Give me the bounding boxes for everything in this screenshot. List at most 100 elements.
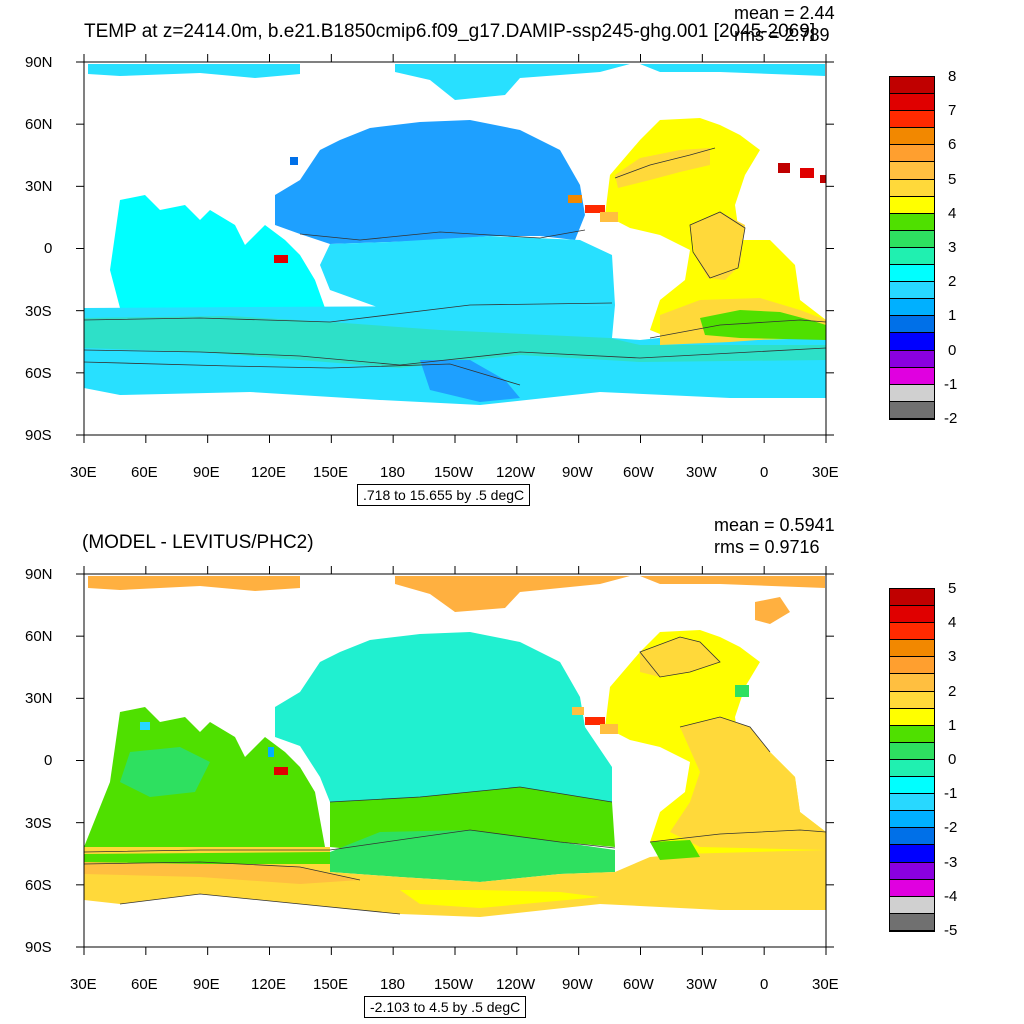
colorbar-label: -3 <box>944 853 958 871</box>
colorbar-swatch <box>890 162 934 180</box>
colorbar-label: 0 <box>948 751 957 768</box>
bottom-lon-label: 60W <box>623 976 654 993</box>
bottom-lat-label: 30S <box>25 815 52 832</box>
colorbar-swatch <box>890 282 934 300</box>
colorbar-swatch <box>890 725 934 743</box>
top-lat-label: 0 <box>44 240 53 257</box>
top-lon-label: 150E <box>313 464 349 481</box>
colorbar-swatch <box>890 589 934 607</box>
top-lon-label: 0 <box>760 464 769 481</box>
colorbar-label: 2 <box>948 682 957 700</box>
top-lon-label: 120E <box>251 464 287 481</box>
colorbar-swatch <box>890 896 934 914</box>
bottom-axis-ticks <box>76 566 834 955</box>
bottom-lon-label: 150E <box>313 976 349 993</box>
colorbar-swatch <box>890 384 934 402</box>
colorbar-swatch <box>890 759 934 778</box>
colorbar-label: 3 <box>948 648 957 666</box>
top-lat-label: 30S <box>25 303 52 320</box>
bottom-arctic <box>88 576 300 591</box>
top-mean: mean = 2.44 <box>734 3 835 23</box>
bottom-lon-label: 90W <box>562 976 593 993</box>
colorbar-swatch <box>890 230 934 248</box>
bottom-contours <box>83 636 827 915</box>
top-lon-label: 60W <box>623 464 654 481</box>
colorbar-swatch <box>890 879 934 897</box>
colorbar-swatch <box>890 299 934 317</box>
colorbar-label: -1 <box>944 785 958 803</box>
colorbar-swatch <box>890 828 934 846</box>
top-rms: rms = 2.789 <box>734 25 830 45</box>
colorbar-label: -4 <box>944 887 958 905</box>
colorbar-label: 2 <box>948 273 957 291</box>
top-lat-label: 90N <box>25 54 53 71</box>
colorbar-swatch <box>890 367 934 385</box>
top-lon-label: 60E <box>131 464 158 481</box>
colorbar-swatch <box>890 265 934 283</box>
bottom-lon-label: 180 <box>380 976 406 993</box>
colorbar-swatch <box>890 777 934 795</box>
bottom-colorbar-labels: 5 4 3 2 1 0 -1 -2 -3 -4 -5 <box>944 580 988 939</box>
bottom-lat-label: 30N <box>25 690 53 707</box>
colorbar-label: 6 <box>948 136 957 154</box>
bottom-lat-label: 0 <box>44 752 53 769</box>
colorbar-label: 8 <box>948 68 957 85</box>
top-lat-label: 30N <box>25 178 53 195</box>
bottom-indian-ocean <box>84 707 325 847</box>
top-colorbar-labels: 8 7 6 5 4 3 2 1 0 -1 -2 <box>944 68 988 427</box>
top-panel: TEMP at z=2414.0m, b.e21.B1850cmip6.f09_… <box>25 3 988 506</box>
bottom-lat-label: 60S <box>25 877 52 894</box>
top-pacific <box>275 120 585 244</box>
colorbar-swatch <box>890 657 934 675</box>
top-lon-label: 180 <box>380 464 406 481</box>
top-lon-label: 120W <box>496 464 536 481</box>
top-contours <box>83 147 827 386</box>
colorbar-swatch <box>890 623 934 641</box>
bottom-lon-label: 0 <box>760 976 769 993</box>
colorbar-label: -2 <box>944 819 958 837</box>
top-lat-label: 60S <box>25 365 52 382</box>
top-lon-label: 90W <box>562 464 593 481</box>
bottom-lon-label: 60E <box>131 976 158 993</box>
colorbar-swatch <box>890 94 934 112</box>
colorbar-label: 0 <box>948 341 957 359</box>
bottom-title: (MODEL - LEVITUS/PHC2) <box>82 532 314 553</box>
colorbar-label: 5 <box>948 170 957 188</box>
bottom-ocean-fields <box>84 576 826 917</box>
colorbar-label: 4 <box>948 204 957 222</box>
colorbar-label: 5 <box>948 580 957 597</box>
colorbar-swatch <box>890 606 934 624</box>
colorbar-swatch <box>890 316 934 334</box>
colorbar-label: 7 <box>948 102 957 120</box>
colorbar-swatch <box>890 77 934 95</box>
colorbar-swatch <box>890 742 934 760</box>
colorbar-label: -1 <box>944 375 958 393</box>
top-map <box>76 54 834 443</box>
top-lat-label: 90S <box>25 427 52 444</box>
bottom-rms: rms = 0.9716 <box>714 537 820 557</box>
colorbar-swatch <box>890 811 934 829</box>
colorbar-swatch <box>890 196 934 214</box>
top-indian-ocean <box>110 195 325 308</box>
colorbar-label: 1 <box>948 307 957 325</box>
colorbar-swatch <box>890 179 934 197</box>
bottom-lon-label: 30E <box>70 976 97 993</box>
bottom-pacific <box>275 632 612 807</box>
colorbar-swatch <box>890 708 934 726</box>
bottom-lat-label: 90S <box>25 939 52 956</box>
colorbar-swatch <box>890 350 934 368</box>
top-range-box: .718 to 15.655 by .5 degC <box>357 484 531 506</box>
bottom-lat-label: 90N <box>25 566 53 583</box>
top-lon-label: 30E <box>70 464 97 481</box>
colorbar-swatch <box>890 913 934 931</box>
bottom-panel: (MODEL - LEVITUS/PHC2) mean = 0.5941 rms… <box>0 512 1024 1024</box>
bottom-lon-label: 120E <box>251 976 287 993</box>
top-title: TEMP at z=2414.0m, b.e21.B1850cmip6.f09_… <box>84 21 816 42</box>
top-lat-label: 60N <box>25 116 53 133</box>
colorbar-swatch <box>890 794 934 812</box>
top-lon-label: 30W <box>686 464 717 481</box>
bottom-lon-label: 30E <box>812 976 839 993</box>
colorbar-swatch <box>890 845 934 863</box>
colorbar-swatch <box>890 145 934 163</box>
colorbar-swatch <box>890 111 934 129</box>
